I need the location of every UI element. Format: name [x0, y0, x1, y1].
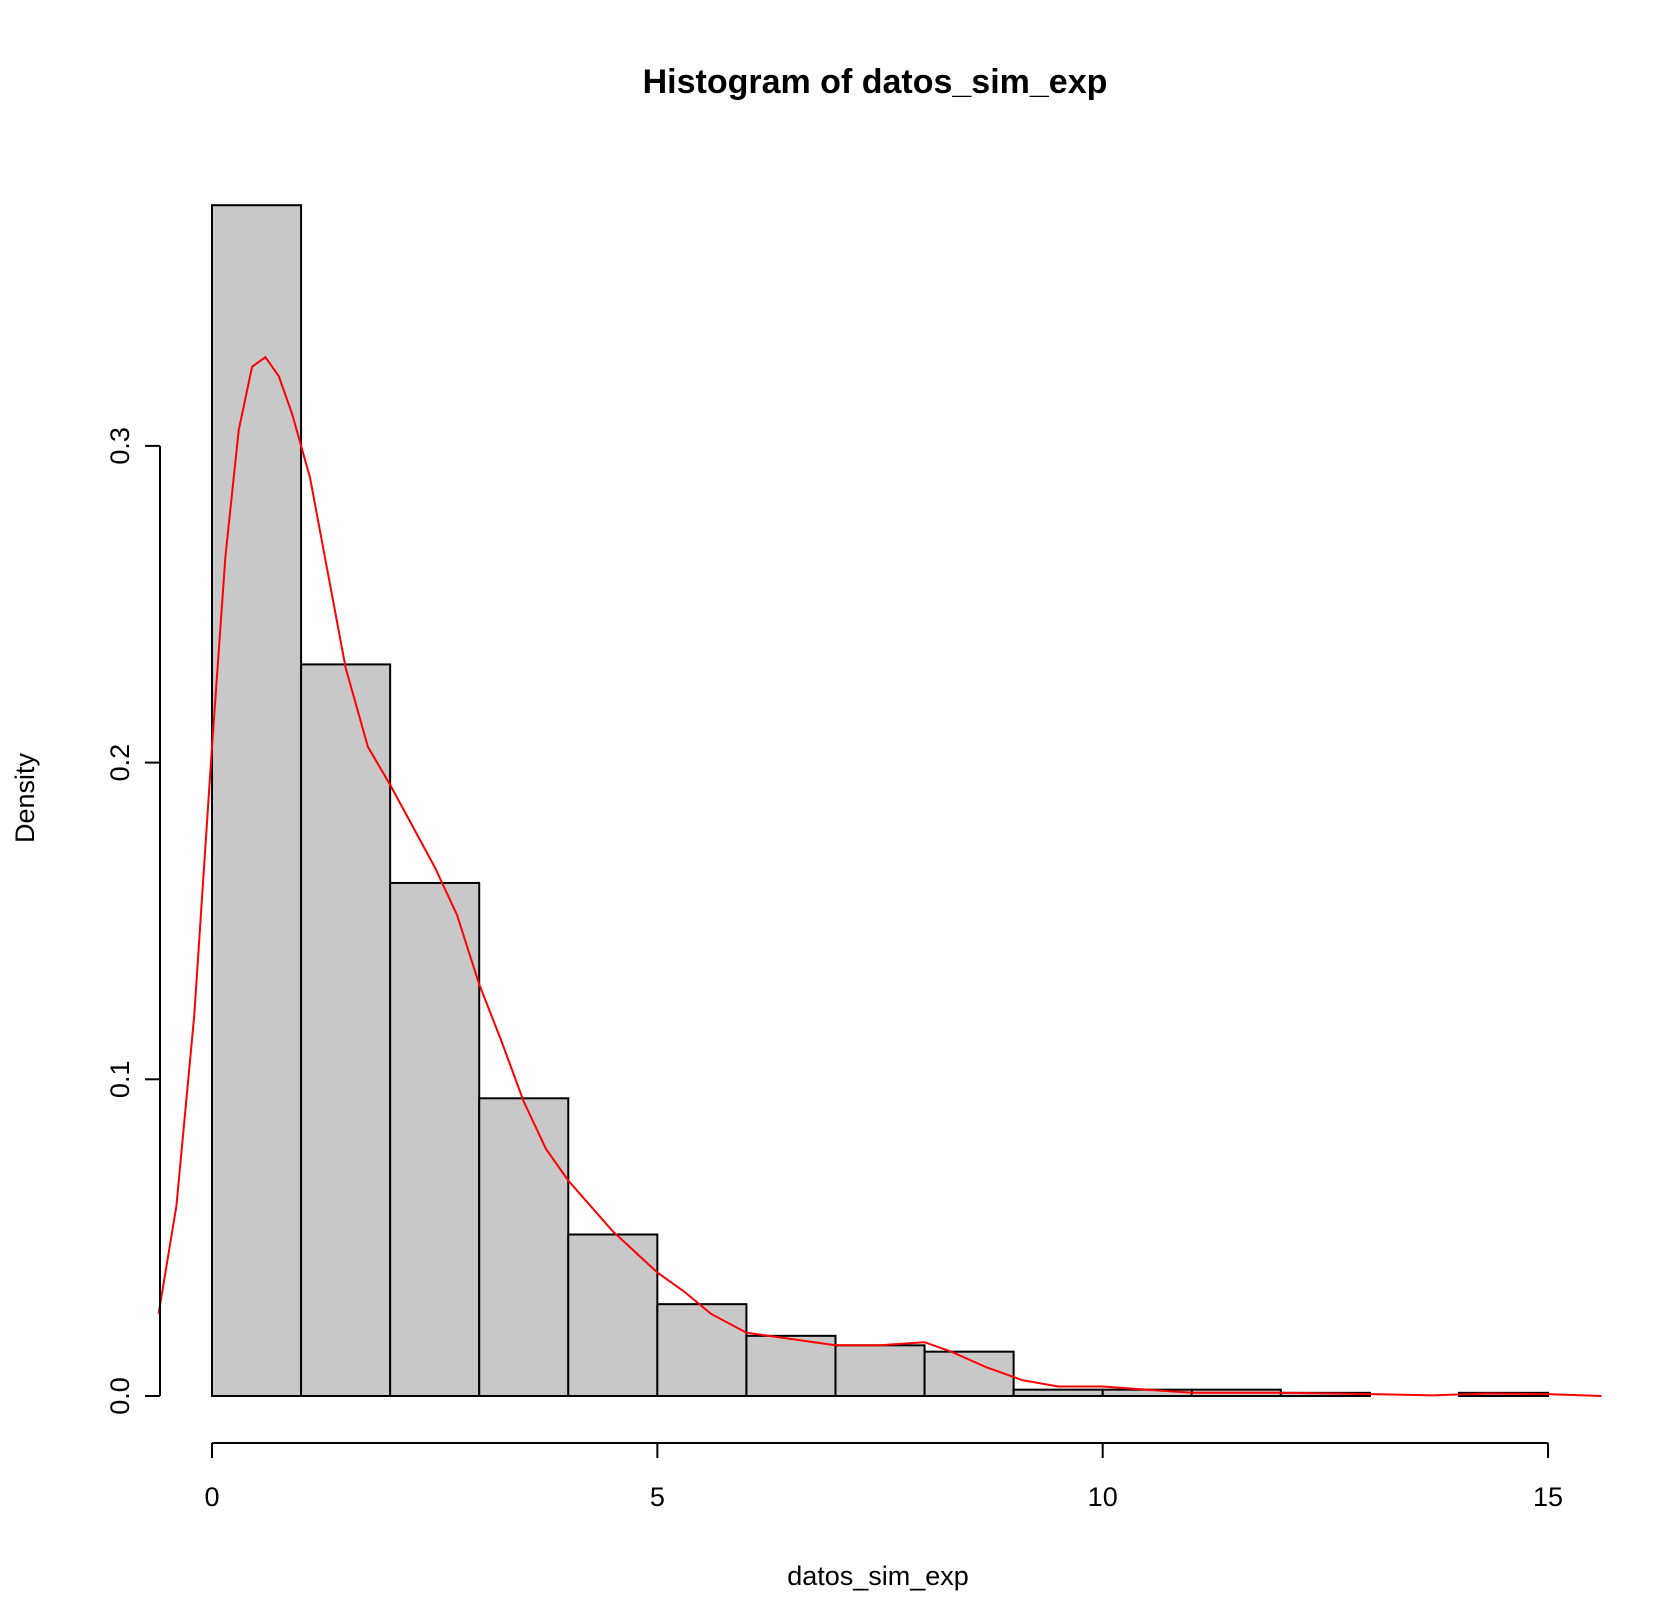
x-tick-label-3: 15	[1533, 1482, 1563, 1512]
x-tick-label-0: 0	[204, 1482, 219, 1512]
y-tick-label-1: 0.1	[105, 1061, 135, 1099]
histogram-bar-8	[923, 1350, 1015, 1397]
density-curve-line	[157, 355, 1602, 1397]
x-tick-label-2: 10	[1088, 1482, 1118, 1512]
histogram-bar-4	[567, 1233, 659, 1398]
histogram-bar-0	[211, 204, 303, 1397]
chart-title: Histogram of datos_sim_exp	[643, 63, 1108, 101]
histogram-bar-7	[834, 1344, 926, 1398]
y-axis: 0.0 0.1 0.2 0.3	[105, 427, 161, 1415]
y-tick-label-0: 0.0	[105, 1377, 135, 1415]
histogram-bar-9	[1012, 1388, 1104, 1398]
y-tick-label-2: 0.2	[105, 744, 135, 782]
x-tick-label-1: 5	[650, 1482, 665, 1512]
y-tick-label-3: 0.3	[105, 427, 135, 465]
histogram-bar-1	[300, 663, 392, 1397]
density-curve-layer	[157, 355, 1602, 1397]
histogram-bar-5	[656, 1303, 748, 1397]
histogram-bars	[211, 204, 1550, 1398]
x-axis-label: datos_sim_exp	[787, 1561, 969, 1591]
histogram-bar-6	[745, 1334, 837, 1398]
y-axis-label: Density	[10, 752, 40, 843]
histogram-bar-2	[389, 881, 481, 1397]
histogram-bar-3	[478, 1097, 570, 1397]
x-axis: 0 5 10 15	[204, 1442, 1563, 1512]
